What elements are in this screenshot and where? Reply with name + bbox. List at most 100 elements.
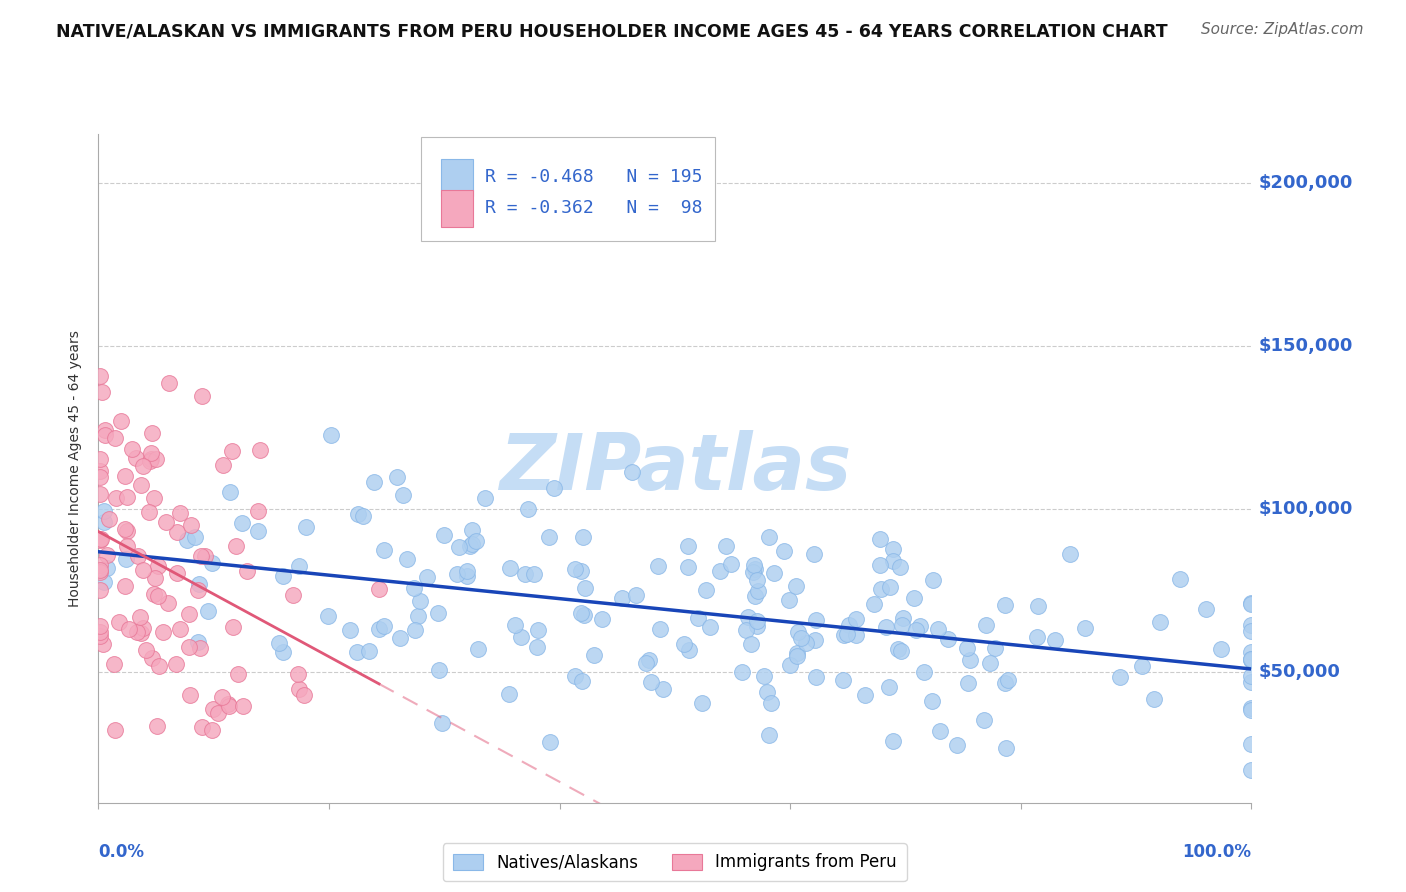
- Natives/Alaskans: [427, 663, 450, 677]
- Natives/Alaskans: [447, 540, 470, 554]
- Natives/Alaskans: [786, 646, 808, 660]
- Natives/Alaskans: [678, 643, 700, 657]
- Natives/Alaskans: [621, 466, 644, 480]
- Natives/Alaskans: [1240, 595, 1263, 609]
- Natives/Alaskans: [686, 611, 709, 625]
- Immigrants from Peru: [292, 689, 315, 703]
- Immigrants from Peru: [118, 622, 141, 636]
- Natives/Alaskans: [959, 653, 981, 667]
- Immigrants from Peru: [89, 369, 111, 384]
- Immigrants from Peru: [129, 478, 152, 492]
- Natives/Alaskans: [433, 528, 456, 542]
- Natives/Alaskans: [695, 583, 717, 598]
- Immigrants from Peru: [89, 565, 111, 579]
- Natives/Alaskans: [385, 470, 408, 484]
- Immigrants from Peru: [114, 579, 136, 593]
- Natives/Alaskans: [612, 591, 634, 605]
- Natives/Alaskans: [1240, 617, 1263, 632]
- Natives/Alaskans: [538, 735, 561, 749]
- Natives/Alaskans: [879, 580, 901, 594]
- Natives/Alaskans: [176, 533, 198, 547]
- Natives/Alaskans: [886, 642, 908, 657]
- Natives/Alaskans: [921, 573, 943, 587]
- Immigrants from Peru: [93, 428, 115, 442]
- Immigrants from Peru: [141, 426, 163, 441]
- Text: 0.0%: 0.0%: [98, 843, 145, 861]
- Natives/Alaskans: [527, 624, 550, 638]
- Natives/Alaskans: [1240, 653, 1263, 667]
- Immigrants from Peru: [89, 629, 111, 643]
- Natives/Alaskans: [762, 566, 785, 580]
- Immigrants from Peru: [121, 442, 143, 457]
- Immigrants from Peru: [236, 564, 259, 578]
- Immigrants from Peru: [139, 451, 162, 466]
- Natives/Alaskans: [460, 537, 482, 551]
- Immigrants from Peru: [190, 720, 212, 734]
- Natives/Alaskans: [569, 564, 592, 578]
- Immigrants from Peru: [91, 385, 114, 400]
- Natives/Alaskans: [974, 617, 997, 632]
- Immigrants from Peru: [222, 619, 245, 633]
- Natives/Alaskans: [1108, 669, 1130, 683]
- Immigrants from Peru: [166, 525, 188, 540]
- Natives/Alaskans: [779, 657, 801, 672]
- Immigrants from Peru: [127, 549, 149, 563]
- Natives/Alaskans: [571, 673, 593, 688]
- Natives/Alaskans: [572, 607, 595, 622]
- Natives/Alaskans: [908, 619, 931, 633]
- Immigrants from Peru: [288, 682, 311, 697]
- Immigrants from Peru: [124, 450, 146, 465]
- Natives/Alaskans: [1240, 652, 1263, 666]
- Natives/Alaskans: [891, 617, 914, 632]
- Natives/Alaskans: [404, 582, 426, 596]
- Natives/Alaskans: [803, 547, 825, 561]
- Natives/Alaskans: [347, 507, 370, 521]
- Natives/Alaskans: [1130, 658, 1153, 673]
- Immigrants from Peru: [225, 539, 247, 553]
- Natives/Alaskans: [912, 665, 935, 679]
- Natives/Alaskans: [903, 591, 925, 605]
- Natives/Alaskans: [404, 623, 426, 637]
- Natives/Alaskans: [1025, 630, 1047, 644]
- Natives/Alaskans: [510, 630, 533, 644]
- Immigrants from Peru: [89, 451, 111, 466]
- Natives/Alaskans: [456, 568, 478, 582]
- Natives/Alaskans: [1240, 703, 1263, 717]
- Natives/Alaskans: [395, 552, 418, 566]
- Natives/Alaskans: [1149, 615, 1171, 629]
- Immigrants from Peru: [226, 667, 249, 681]
- Immigrants from Peru: [89, 582, 111, 597]
- Text: NATIVE/ALASKAN VS IMMIGRANTS FROM PERU HOUSEHOLDER INCOME AGES 45 - 64 YEARS COR: NATIVE/ALASKAN VS IMMIGRANTS FROM PERU H…: [56, 22, 1168, 40]
- Natives/Alaskans: [882, 542, 904, 557]
- Natives/Alaskans: [373, 618, 395, 632]
- Immigrants from Peru: [281, 588, 304, 602]
- Natives/Alaskans: [1209, 642, 1232, 657]
- Natives/Alaskans: [464, 534, 486, 549]
- Immigrants from Peru: [89, 533, 111, 547]
- Natives/Alaskans: [543, 481, 565, 495]
- Natives/Alaskans: [526, 640, 548, 654]
- Natives/Alaskans: [737, 609, 759, 624]
- Immigrants from Peru: [212, 458, 235, 472]
- Natives/Alaskans: [1240, 652, 1263, 666]
- Natives/Alaskans: [1240, 701, 1263, 715]
- Natives/Alaskans: [997, 673, 1019, 687]
- Natives/Alaskans: [744, 589, 766, 603]
- Natives/Alaskans: [735, 623, 758, 637]
- Natives/Alaskans: [742, 558, 765, 573]
- Natives/Alaskans: [523, 567, 546, 582]
- Immigrants from Peru: [143, 571, 166, 585]
- Natives/Alaskans: [905, 624, 928, 638]
- Immigrants from Peru: [211, 690, 233, 704]
- Natives/Alaskans: [647, 558, 669, 573]
- Immigrants from Peru: [146, 719, 169, 733]
- Immigrants from Peru: [217, 698, 239, 712]
- Immigrants from Peru: [135, 643, 157, 657]
- Immigrants from Peru: [218, 698, 240, 713]
- Immigrants from Peru: [128, 609, 150, 624]
- Natives/Alaskans: [1045, 633, 1067, 648]
- Natives/Alaskans: [572, 530, 595, 544]
- Natives/Alaskans: [879, 680, 901, 694]
- Immigrants from Peru: [89, 486, 111, 500]
- Immigrants from Peru: [141, 651, 163, 665]
